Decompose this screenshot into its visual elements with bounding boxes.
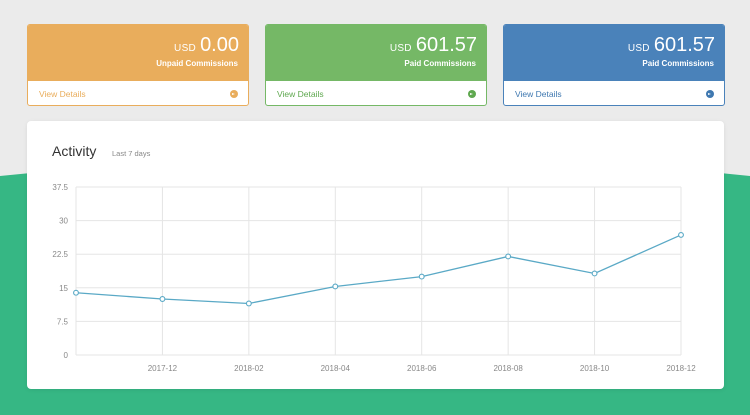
card-header: USD 0.00 Unpaid Commissions	[28, 25, 248, 81]
x-tick-label: 2018-02	[234, 364, 264, 373]
y-tick-label: 30	[59, 217, 68, 226]
view-details-link[interactable]: View Details	[504, 81, 724, 105]
x-tick-label: 2018-12	[666, 364, 696, 373]
data-point	[505, 253, 512, 260]
card-amount: USD 0.00	[174, 34, 239, 60]
card-currency: USD	[627, 43, 650, 54]
arrow-right-circle-icon	[468, 90, 476, 98]
x-tick-label: 2018-08	[493, 364, 523, 373]
card-label: Paid Commissions	[642, 59, 714, 68]
card-header: USD 601.57 Paid Commissions	[266, 25, 486, 81]
x-tick-label: 2018-10	[580, 364, 610, 373]
arrow-right-circle-icon	[706, 90, 714, 98]
arrow-right-circle-icon	[230, 90, 238, 98]
card-currency: USD	[389, 43, 412, 54]
card-amount-value: 0.00	[200, 34, 239, 56]
data-point	[678, 231, 684, 238]
chart-grid	[75, 186, 682, 356]
card-currency: USD	[174, 43, 197, 54]
y-tick-label: 22.5	[52, 250, 68, 259]
card-amount-value: 601.57	[653, 34, 715, 56]
data-point	[591, 270, 598, 277]
view-details-label: View Details	[515, 89, 562, 99]
data-point	[245, 300, 252, 307]
chart-x-axis: 2017-12 2018-02 2018-04 2018-06 2018-08 2018-…	[148, 364, 696, 373]
data-point	[418, 273, 425, 280]
card-amount: USD 601.57	[628, 34, 715, 60]
card-label: Unpaid Commissions	[156, 59, 238, 68]
card-unpaid-commissions: USD 0.00 Unpaid Commissions View Details	[27, 24, 249, 106]
data-point	[159, 296, 166, 302]
series-line	[75, 234, 682, 305]
data-point	[332, 283, 339, 290]
chart-y-axis: 0 7.5 15 22.5 30 37.5	[52, 183, 68, 360]
card-amount: USD 601.57	[390, 34, 477, 60]
y-tick-label: 7.5	[57, 317, 69, 326]
chart-series	[73, 231, 684, 307]
activity-subtitle: Last 7 days	[112, 149, 151, 158]
x-tick-label: 2018-04	[321, 364, 351, 373]
view-details-link[interactable]: View Details	[266, 81, 486, 105]
card-amount-value: 601.57	[415, 34, 477, 56]
activity-title: Activity	[52, 143, 97, 159]
y-tick-label: 15	[59, 284, 68, 293]
x-tick-label: 2018-06	[407, 364, 437, 373]
view-details-label: View Details	[39, 89, 86, 99]
view-details-label: View Details	[277, 89, 324, 99]
x-tick-label: 2017-12	[148, 364, 178, 373]
view-details-link[interactable]: View Details	[28, 81, 248, 105]
data-point	[73, 289, 79, 296]
card-paid-commissions: USD 601.57 Paid Commissions View Details	[265, 24, 487, 106]
card-paid-commissions-secondary: USD 601.57 Paid Commissions View Details	[503, 24, 725, 106]
y-tick-label: 0	[64, 351, 69, 360]
card-label: Paid Commissions	[404, 59, 476, 68]
activity-panel: Activity Last 7 days 0 7.5 15 22.5 30 37.5 20…	[27, 121, 724, 389]
y-tick-label: 37.5	[52, 183, 68, 192]
card-header: USD 601.57 Paid Commissions	[504, 25, 724, 81]
